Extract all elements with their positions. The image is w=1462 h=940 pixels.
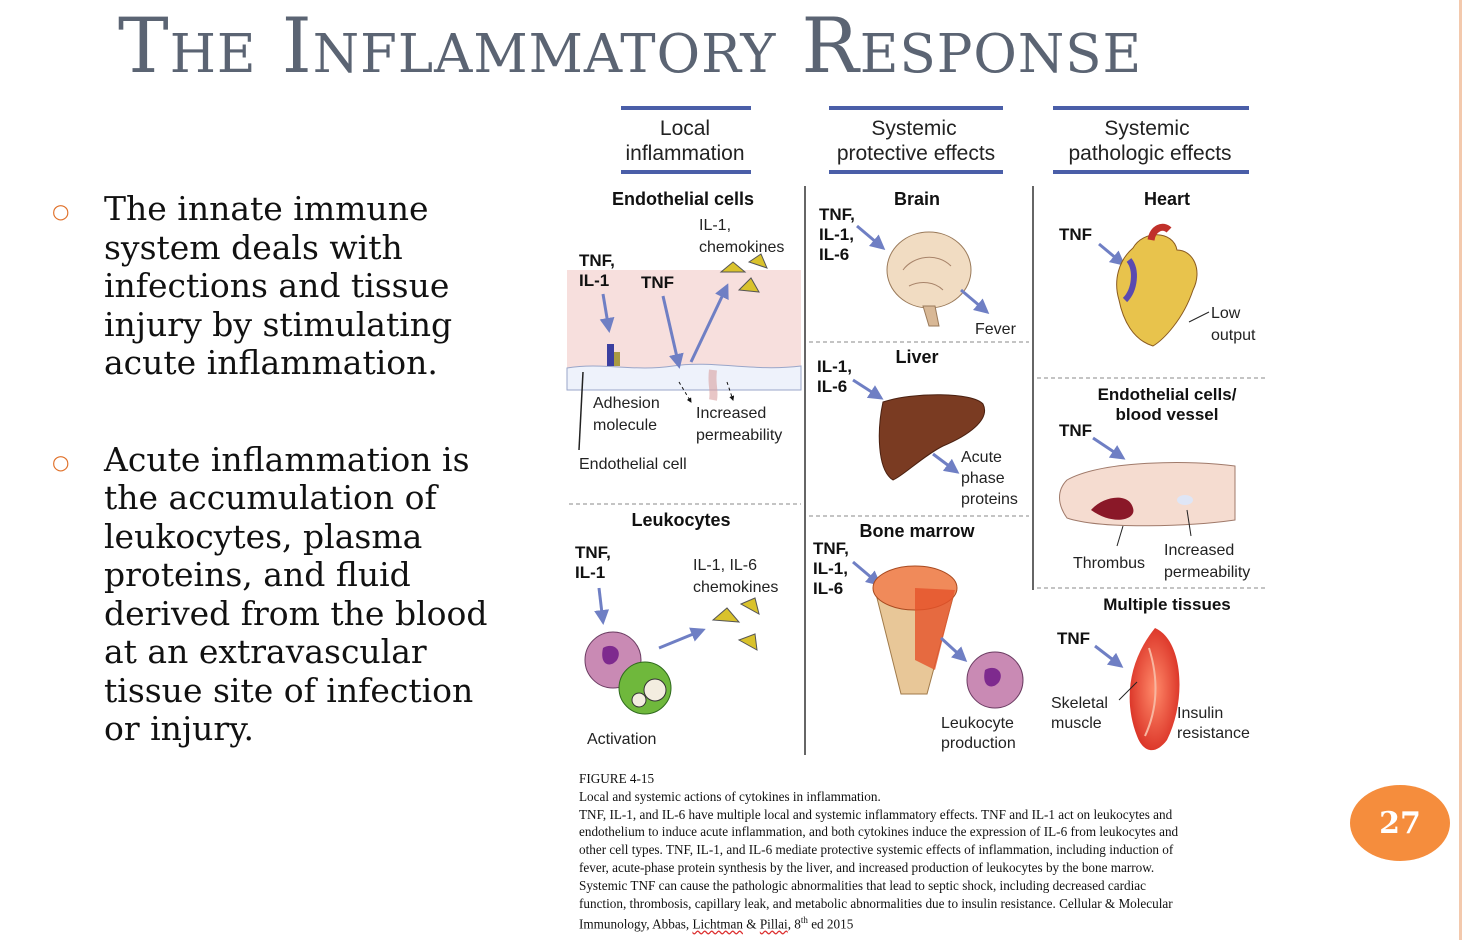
svg-text:IL-1: IL-1 [579, 271, 609, 290]
col-header-protective: Systemic protective effects [829, 106, 1003, 174]
caption-line: Local and systemic actions of cytokines … [579, 788, 881, 804]
svg-text:Leukocytes: Leukocytes [631, 510, 730, 530]
svg-text:Multiple tissues: Multiple tissues [1103, 595, 1231, 614]
svg-text:phase: phase [961, 470, 1005, 487]
svg-text:TNF: TNF [1057, 629, 1090, 648]
svg-text:Skeletal: Skeletal [1051, 695, 1108, 712]
bullet-marker-icon: ○ [52, 449, 70, 474]
caption-line: fever, acute-phase protein synthesis by … [579, 859, 1155, 875]
svg-text:IL-1, IL-6: IL-1, IL-6 [693, 557, 757, 574]
bullet-text: Acute inflammation is the accumulation o… [104, 439, 488, 748]
bullet-item: ○ The innate immune system deals with in… [52, 189, 492, 383]
panel-heart: Heart TNF Low output [1059, 189, 1256, 347]
svg-text:IL-1,: IL-1, [817, 357, 852, 376]
svg-text:Thrombus: Thrombus [1073, 555, 1145, 572]
svg-text:TNF,: TNF, [813, 539, 849, 558]
caption-author-2: Pillai [759, 916, 788, 932]
svg-text:Acute: Acute [961, 449, 1002, 466]
caption-line: FIGURE 4-15 [579, 771, 655, 786]
svg-text:IL-6: IL-6 [813, 579, 843, 598]
svg-text:IL-6: IL-6 [819, 245, 849, 264]
panel-multiple-tissues: Multiple tissues TNF Skeletal muscle Ins… [1051, 595, 1250, 751]
svg-text:proteins: proteins [961, 491, 1018, 508]
svg-text:Leukocyte: Leukocyte [941, 715, 1014, 732]
svg-text:TNF: TNF [1059, 421, 1092, 440]
svg-text:blood vessel: blood vessel [1116, 405, 1219, 424]
svg-text:production: production [941, 735, 1016, 752]
svg-text:TNF: TNF [641, 273, 674, 292]
caption-line: other cell types. TNF, IL-1, and IL-6 me… [579, 842, 1174, 858]
bullet-list: ○ The innate immune system deals with in… [52, 189, 492, 749]
figure-caption: FIGURE 4-15 Local and systemic actions o… [579, 770, 1339, 934]
svg-text:Increased: Increased [1164, 542, 1234, 559]
svg-text:Systemic: Systemic [871, 117, 956, 140]
svg-text:Adhesion: Adhesion [593, 395, 660, 412]
svg-text:resistance: resistance [1177, 725, 1250, 742]
svg-text:Insulin: Insulin [1177, 705, 1223, 722]
svg-text:Systemic: Systemic [1104, 117, 1189, 140]
svg-text:muscle: muscle [1051, 715, 1102, 732]
panel-blood-vessel: Endothelial cells/ blood vessel TNF Thro… [1059, 385, 1250, 581]
svg-text:Endothelial cell: Endothelial cell [579, 456, 687, 473]
panel-liver: Liver IL-1, IL-6 Acute phase proteins [817, 347, 1018, 508]
page-number-badge: 27 [1350, 785, 1450, 861]
svg-text:Liver: Liver [895, 347, 938, 367]
svg-text:IL-1,: IL-1, [819, 225, 854, 244]
svg-text:TNF,: TNF, [819, 205, 855, 224]
caption-author-1: Lichtman [692, 916, 743, 932]
svg-text:TNF,: TNF, [575, 543, 611, 562]
col-header-pathologic: Systemic pathologic effects [1053, 106, 1249, 174]
svg-text:Endothelial cells: Endothelial cells [612, 189, 754, 209]
panel-brain: Brain TNF, IL-1, IL-6 Fever [819, 189, 1017, 338]
bullet-item: ○ Acute inflammation is the accumulation… [52, 439, 492, 749]
svg-text:Heart: Heart [1144, 189, 1190, 209]
caption-line: Systemic TNF can cause the pathologic ab… [579, 877, 1146, 893]
svg-text:permeability: permeability [696, 427, 782, 444]
svg-text:Endothelial cells/: Endothelial cells/ [1098, 385, 1237, 404]
svg-text:TNF: TNF [1059, 225, 1092, 244]
svg-text:TNF,: TNF, [579, 251, 615, 270]
svg-text:IL-6: IL-6 [817, 377, 847, 396]
slide-right-rule [1459, 0, 1462, 940]
svg-text:permeability: permeability [1164, 564, 1250, 581]
svg-text:inflammation: inflammation [625, 142, 744, 165]
svg-text:chemokines: chemokines [693, 579, 778, 596]
svg-text:IL-1: IL-1 [575, 563, 605, 582]
cytokine-figure: Local inflammation Systemic protective e… [563, 100, 1275, 762]
svg-text:protective effects: protective effects [837, 142, 995, 165]
svg-text:IL-1,: IL-1, [699, 217, 731, 234]
col-header-local: Local inflammation [621, 106, 751, 174]
svg-text:Bone marrow: Bone marrow [859, 521, 975, 541]
caption-line: function, thrombosis, capillary leak, an… [579, 895, 1173, 911]
svg-text:Increased: Increased [696, 405, 766, 422]
svg-text:molecule: molecule [593, 417, 657, 434]
bullet-marker-icon: ○ [52, 199, 70, 223]
slide-title: The Inflammatory Response [118, 1, 1143, 90]
panel-leukocytes: Leukocytes TNF, IL-1 IL-1, IL-6 chemokin… [575, 510, 778, 748]
bullet-text: The innate immune system deals with infe… [104, 189, 453, 382]
caption-line: TNF, IL-1, and IL-6 have multiple local … [579, 806, 1173, 822]
svg-text:pathologic effects: pathologic effects [1068, 142, 1231, 165]
svg-text:Low: Low [1211, 305, 1241, 322]
caption-line: endothelium to induce acute inflammation… [579, 824, 1179, 840]
svg-text:output: output [1211, 327, 1256, 344]
svg-text:Fever: Fever [975, 321, 1017, 338]
panel-bone-marrow: Bone marrow TNF, IL-1, IL-6 Leukocyte pr… [813, 521, 1024, 752]
svg-text:IL-1,: IL-1, [813, 559, 848, 578]
svg-text:Brain: Brain [894, 189, 940, 209]
svg-text:Activation: Activation [587, 731, 656, 748]
caption-citation: Immunology, Abbas, Lichtman & Pillai, 8t… [579, 915, 854, 932]
panel-endothelial-cells: Endothelial cells TNF, IL-1 TNF IL-1, ch… [566, 189, 802, 473]
svg-text:Local: Local [660, 117, 710, 140]
svg-text:chemokines: chemokines [699, 239, 784, 256]
